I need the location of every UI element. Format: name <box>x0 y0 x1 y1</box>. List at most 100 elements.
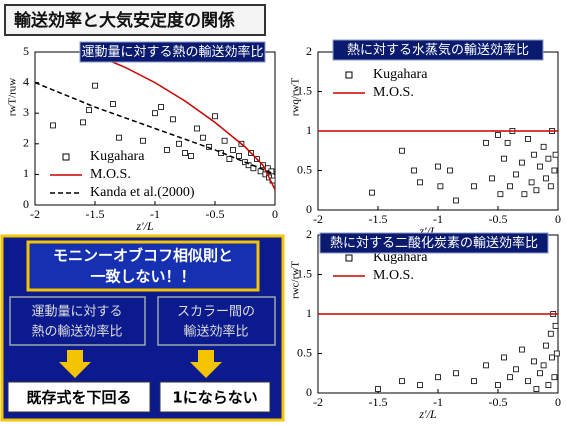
y-tick-label: 1.5 <box>297 83 312 97</box>
data-point <box>170 116 176 123</box>
legend-marker <box>62 153 70 161</box>
result-box <box>159 381 271 413</box>
data-line <box>88 51 276 191</box>
result-box <box>7 381 151 413</box>
data-point <box>513 366 519 373</box>
data-point <box>116 134 122 141</box>
data-point <box>489 175 495 182</box>
result-text: 1にならない <box>172 389 257 407</box>
x-tick-label: 0 <box>272 207 278 221</box>
chart-title: 熱に対する二酸化炭素の輸送効率比 <box>330 235 538 251</box>
legend-marker <box>345 254 353 262</box>
y-tick-label: 0 <box>306 202 312 216</box>
y-tick-label: 0 <box>23 197 29 211</box>
x-tick-label: -1 <box>150 207 160 221</box>
y-tick-label: 3 <box>23 105 29 119</box>
y-tick-label: 1 <box>306 306 312 320</box>
data-point <box>495 382 501 389</box>
chart-title-box <box>79 41 266 63</box>
x-tick-label: 0 <box>555 395 561 409</box>
chart-title: 熱に対する水蒸気の輸送効率比 <box>347 42 529 58</box>
data-point <box>375 386 381 392</box>
data-point <box>245 162 252 169</box>
result-text: 既存式を下回る <box>26 389 131 407</box>
y-tick-label: 2 <box>306 44 312 58</box>
x-axis-label: z'/L <box>418 407 437 421</box>
data-point <box>447 167 453 174</box>
data-point <box>504 139 511 146</box>
legend-label: Kugahara <box>90 149 145 164</box>
data-point <box>543 342 549 349</box>
legend-label: M.O.S. <box>373 85 414 100</box>
chart-title-box <box>332 39 544 61</box>
arrow <box>59 350 91 378</box>
legend-label: Kugahara <box>373 250 428 265</box>
data-point <box>483 362 489 369</box>
y-axis-label: rwT/ruw <box>7 78 19 117</box>
item-box <box>157 296 276 346</box>
data-point <box>540 362 547 369</box>
y-tick-label: 1.5 <box>297 266 312 280</box>
y-tick-label: 0.5 <box>297 162 312 176</box>
data-point <box>519 346 525 353</box>
y-tick-label: 4 <box>23 74 29 88</box>
x-tick-label: -0.5 <box>489 212 508 226</box>
data-point <box>513 171 519 178</box>
data-point <box>140 137 146 144</box>
x-tick-label: -1 <box>433 395 443 409</box>
data-point <box>268 168 275 175</box>
data-point <box>212 113 218 120</box>
x-tick-label: -1.5 <box>369 395 388 409</box>
data-point <box>435 374 441 381</box>
data-point <box>507 374 513 381</box>
x-tick-label: -1.5 <box>86 207 105 221</box>
data-point <box>399 147 405 154</box>
y-tick-label: 1 <box>23 166 29 180</box>
item-line: 輸送効率比 <box>183 324 248 340</box>
data-point <box>417 382 423 389</box>
heading-line: 一致しない！！ <box>90 268 195 286</box>
data-point <box>164 147 170 153</box>
data-point <box>525 378 531 385</box>
data-point <box>411 167 417 174</box>
legend-label: M.O.S. <box>373 268 414 283</box>
data-point <box>471 183 477 190</box>
y-tick-label: 0.5 <box>297 345 312 359</box>
data-point <box>226 156 233 163</box>
data-point <box>537 163 543 170</box>
item-box <box>9 296 146 346</box>
data-point <box>533 386 540 392</box>
data-point <box>547 330 554 337</box>
data-point <box>552 322 559 329</box>
y-axis-label: rwq/rwT <box>290 77 302 116</box>
y-tick-label: 2 <box>23 136 29 150</box>
data-point <box>236 153 242 159</box>
data-point <box>188 153 194 159</box>
data-point <box>182 150 188 156</box>
legend-label: Kugahara <box>373 67 428 82</box>
data-point <box>221 137 228 144</box>
y-tick-label: 5 <box>23 44 29 58</box>
data-point <box>194 125 200 132</box>
data-point <box>528 179 535 186</box>
data-line <box>34 81 276 176</box>
data-point <box>435 163 441 170</box>
data-point <box>552 151 559 158</box>
data-point <box>200 134 206 141</box>
x-tick-label: -2 <box>313 212 323 226</box>
arrow <box>190 350 222 378</box>
y-tick-label: 0 <box>306 385 312 399</box>
x-axis-label: z'/L <box>135 219 154 233</box>
data-point <box>110 101 116 107</box>
item-line: スカラー間の <box>177 305 255 320</box>
data-point <box>543 175 549 182</box>
data-point <box>92 82 98 89</box>
data-point <box>152 110 158 117</box>
data-point <box>537 370 543 377</box>
legend-label: M.O.S. <box>90 167 131 182</box>
y-axis-label: rwc/rwT <box>290 261 302 299</box>
data-point <box>495 132 501 138</box>
data-point <box>501 155 507 162</box>
data-point <box>531 151 537 158</box>
